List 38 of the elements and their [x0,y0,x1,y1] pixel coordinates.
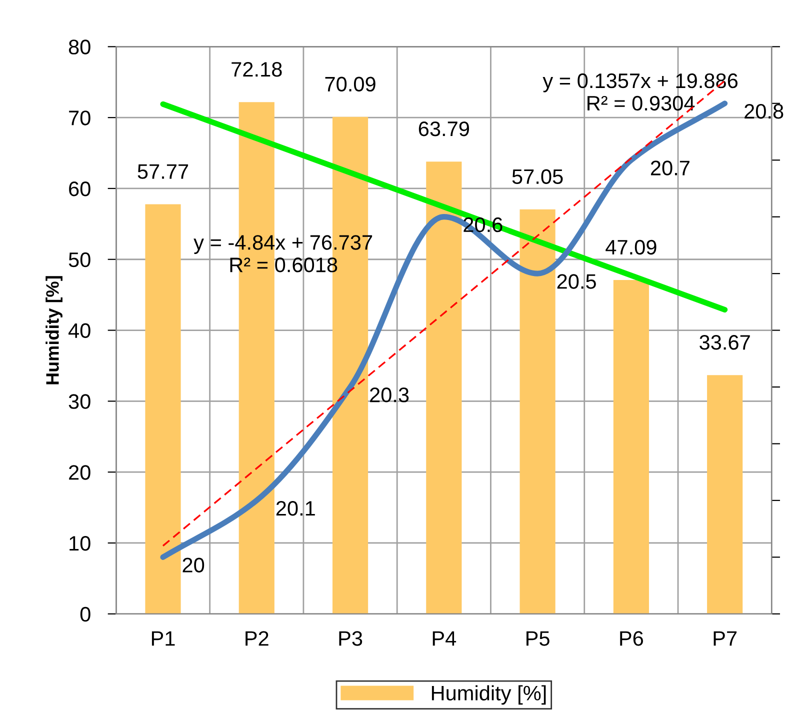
data-label: 63.79 [418,121,469,136]
legend-label: Humidity [%] [432,685,546,705]
bar [426,162,462,614]
y-axis-title: Humidity [%] [46,276,62,384]
data-label: 20.1 [276,500,315,516]
data-label: 20 [182,558,204,572]
data-label: 20.7 [650,160,690,176]
y-tick-label: 0 [80,606,90,622]
y-tick-label: 60 [69,181,90,196]
data-label: 70.09 [325,76,376,92]
data-label: 47.09 [606,240,656,255]
x-tick-label: P2 [246,631,268,646]
data-label: 72.18 [232,62,282,77]
x-tick-label: P5 [526,631,550,646]
bar [145,204,181,614]
x-tick-label: P3 [339,631,362,646]
y-tick-label: 70 [69,110,90,126]
annotation: y = 0.1357x + 19.886 R² = 0.9304 [542,73,738,111]
data-label: 20.5 [557,274,596,289]
x-tick-label: P4 [432,631,456,646]
data-label: 57.05 [512,169,563,184]
x-tick-label: P1 [152,631,175,646]
y-tick-label: 30 [68,394,90,409]
bar [707,375,743,614]
x-tick-label: P6 [620,631,644,646]
y-tick-label: 10 [70,536,90,551]
y-tick-label: 20 [69,465,90,480]
bar [520,209,556,614]
y-tick-label: 80 [68,40,90,54]
y-tick-label: 40 [68,323,90,338]
data-label: 20.6 [464,217,502,232]
data-label: 20.3 [370,388,409,402]
bar [613,280,649,614]
y-tick-label: 50 [68,252,90,268]
data-label: 33.67 [700,335,750,350]
data-label: 57.77 [138,164,188,179]
x-tick-label: P7 [714,631,737,646]
data-label: 20.8 [744,104,784,119]
